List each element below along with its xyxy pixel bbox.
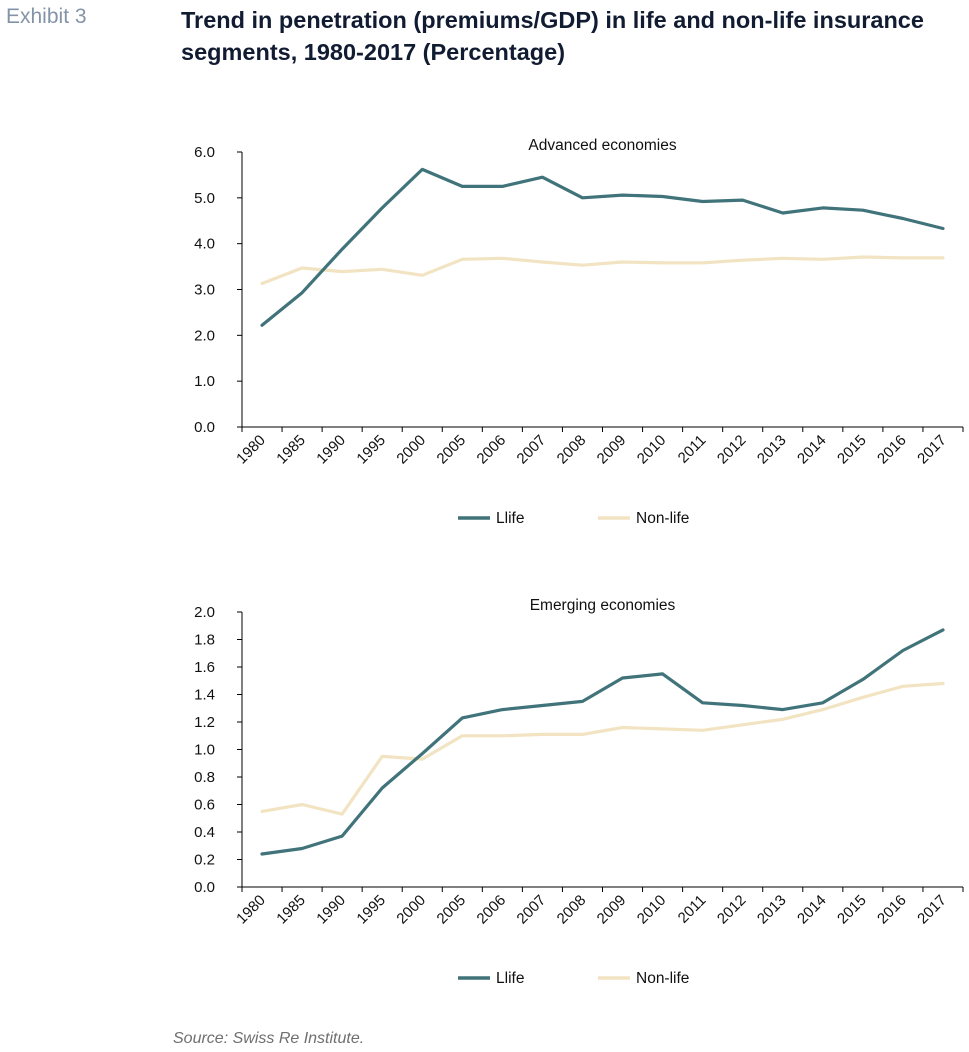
x-tick-label: 2014 [794,432,830,468]
x-tick-label: 2012 [714,432,750,468]
y-tick-label: 4.0 [194,236,215,253]
x-tick-label: 2009 [594,892,630,928]
y-tick-label: 0.0 [194,879,215,896]
y-tick-label: 1.0 [194,373,215,390]
series-line-life [260,628,945,856]
x-tick-label: 2007 [514,892,550,928]
x-tick-label: 2000 [393,892,429,928]
y-tick-label: 1.6 [194,659,215,676]
y-tick-label: 1.2 [194,714,215,731]
x-tick-label: 2008 [554,432,590,468]
page-title: Trend in penetration (premiums/GDP) in l… [181,7,924,65]
x-tick-label: 2011 [675,432,710,467]
x-tick-label: 2010 [634,432,670,468]
x-tick-label: 2005 [434,892,470,928]
x-tick-label: 1995 [353,432,389,468]
series-line-nonlife [260,255,945,286]
chart-emerging-economies: Emerging economies 0.0 0.2 0.4 0.6 0.8 1.0 1.2 1… [194,597,964,987]
y-tick-label: 2.0 [194,604,215,621]
y-tick-label: 5.0 [194,190,215,207]
y-tick-label: 6.0 [194,144,215,161]
y-tick-label: 0.6 [194,797,215,814]
y-tick-label: 0.2 [194,852,215,869]
x-tick-label: 2015 [834,432,870,468]
x-tick-label: 2014 [794,892,830,928]
exhibit-label: Exhibit 3 [6,5,87,28]
x-tick-label: 1985 [273,432,309,468]
x-tick-label: 2016 [874,432,910,468]
x-tick-label: 2005 [434,432,470,468]
legend-label-nonlife: Non-life [636,510,689,527]
legend-label-life: Llife [496,510,524,527]
series-line-life [260,167,945,327]
x-tick-label: 2016 [874,892,910,928]
x-tick-label: 2010 [634,892,670,928]
chart-advanced-economies: Advanced economies 0.0 1.0 2.0 3.0 4.0 5.0 6.0 1… [194,137,964,527]
legend-label-nonlife: Non-life [636,970,689,987]
x-tick-label: 1995 [353,892,389,928]
x-tick-label: 1980 [233,432,269,468]
y-tick-label: 1.4 [194,687,215,704]
x-tick-label: 2006 [474,432,510,468]
x-tick-label: 2015 [834,892,870,928]
x-tick-label: 1990 [313,892,349,928]
source-note: Source: Swiss Re Institute. [173,1030,365,1047]
chart-title: Advanced economies [528,137,676,154]
x-tick-label: 2012 [714,892,750,928]
x-tick-label: 1985 [273,892,309,928]
x-tick-label: 1980 [233,892,269,928]
legend-label-life: Llife [496,970,524,987]
x-tick-label: 2017 [914,432,950,468]
x-tick-label: 2011 [675,892,710,927]
chart-title: Emerging economies [530,597,676,614]
x-tick-label: 2000 [393,432,429,468]
x-tick-label: 2009 [594,432,630,468]
x-tick-label: 2008 [554,892,590,928]
y-tick-label: 3.0 [194,282,215,299]
series-line-nonlife [260,681,945,816]
x-tick-label: 2013 [754,432,790,468]
y-tick-label: 0.8 [194,769,215,786]
x-tick-label: 2007 [514,432,550,468]
x-tick-label: 2006 [474,892,510,928]
x-tick-label: 2013 [754,892,790,928]
y-tick-label: 1.0 [194,742,215,759]
x-tick-label: 1990 [313,432,349,468]
y-tick-label: 0.4 [194,824,215,841]
y-tick-label: 2.0 [194,327,215,344]
y-tick-label: 0.0 [194,419,215,436]
x-tick-label: 2017 [914,892,950,928]
y-tick-label: 1.8 [194,632,215,649]
